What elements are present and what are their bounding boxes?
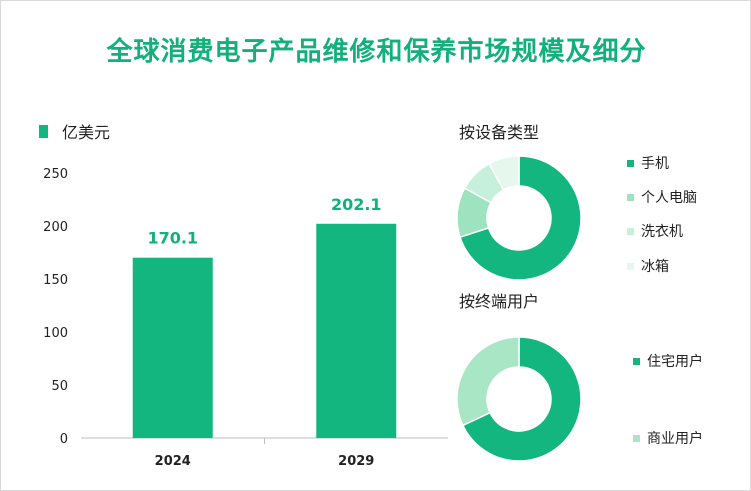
pie-legend-swatch <box>627 227 634 235</box>
pie-legend-item: 住宅用户 <box>633 351 703 371</box>
pie-legend-label: 冰箱 <box>641 259 669 275</box>
pie-legend-item: 个人电脑 <box>627 187 697 207</box>
chart-title: 全球消费电子产品维修和保养市场规模及细分 <box>106 37 647 67</box>
donut-slice <box>459 155 582 281</box>
pie-legend-label: 手机 <box>641 156 669 172</box>
bar <box>316 223 397 438</box>
device-pie-title: 按设备类型 <box>459 123 540 142</box>
donut-slice <box>488 155 520 191</box>
pie-legend-swatch <box>633 434 640 442</box>
pie-legend-swatch <box>627 193 634 201</box>
bar-data-label: 170.1 <box>147 229 198 248</box>
donut-slice <box>456 336 520 427</box>
donut-slice <box>461 336 582 462</box>
y-tick-label: 0 <box>60 432 68 447</box>
pie-legend-item: 洗衣机 <box>627 221 683 241</box>
bar-data-label: 202.1 <box>331 195 382 214</box>
y-tick-label: 150 <box>43 273 68 288</box>
pie-legend-item: 冰箱 <box>627 256 669 276</box>
pie-legend-label: 个人电脑 <box>641 190 697 206</box>
pie-legend-swatch <box>627 262 634 270</box>
x-tick-label: 2029 <box>338 454 374 469</box>
bar-legend-swatch <box>39 124 48 138</box>
bar <box>132 257 213 438</box>
pie-legend-label: 洗衣机 <box>641 224 683 240</box>
y-tick-label: 200 <box>43 220 68 235</box>
user-pie-title: 按终端用户 <box>459 292 540 311</box>
bar-chart: 0 50 100 150 200 250 170.1 2024 202.1 2029 <box>43 167 448 469</box>
bar-legend-label: 亿美元 <box>62 123 111 142</box>
pie-legend-item: 手机 <box>627 153 669 173</box>
pie-legend-swatch <box>633 357 640 365</box>
pie-legend-swatch <box>627 159 634 167</box>
y-tick-label: 100 <box>43 326 68 341</box>
pie-legend-label: 商业用户 <box>647 431 703 447</box>
y-tick-label: 250 <box>43 167 68 182</box>
bar-legend: 亿美元 <box>39 119 110 143</box>
device-donut-chart <box>456 155 582 281</box>
pie-legend-label: 住宅用户 <box>647 354 703 370</box>
pie-legend-item: 商业用户 <box>633 428 703 448</box>
x-tick-label: 2024 <box>155 454 191 469</box>
y-tick-label: 50 <box>51 379 68 394</box>
user-donut-chart <box>456 336 582 462</box>
